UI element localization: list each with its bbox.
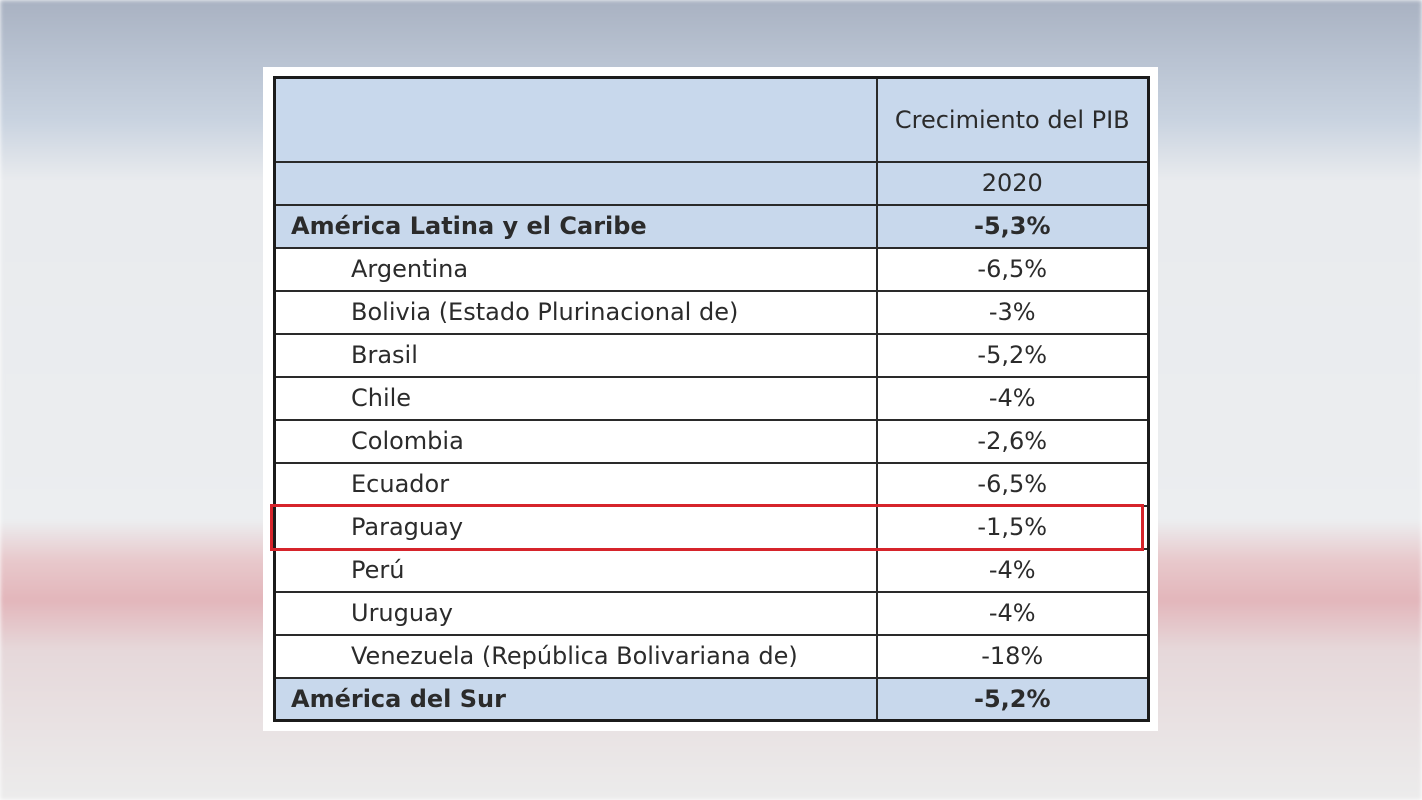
row-value: -6,5%	[875, 246, 1150, 292]
gdp-growth-table: Crecimiento del PIB 2020 América Latina …	[273, 76, 1150, 722]
row-name: Venezuela (República Bolivariana de)	[273, 633, 878, 679]
row-value: -6,5%	[875, 461, 1150, 507]
table-row: Perú -4%	[273, 547, 1150, 593]
row-value: -1,5%	[875, 504, 1150, 550]
table-row: Brasil -5,2%	[273, 332, 1150, 378]
row-name: Brasil	[273, 332, 878, 378]
row-name: Ecuador	[273, 461, 878, 507]
header-empty-cell	[273, 160, 878, 206]
header-metric-label: Crecimiento del PIB	[875, 76, 1150, 163]
row-name: América del Sur	[273, 676, 878, 722]
table-card: Crecimiento del PIB 2020 América Latina …	[263, 67, 1158, 731]
table-row: Chile -4%	[273, 375, 1150, 421]
table-row-highlighted: Paraguay -1,5%	[273, 504, 1150, 550]
table-row: Colombia -2,6%	[273, 418, 1150, 464]
table-row: Ecuador -6,5%	[273, 461, 1150, 507]
table-row: Venezuela (República Bolivariana de) -18…	[273, 633, 1150, 679]
row-name: Colombia	[273, 418, 878, 464]
row-value: -18%	[875, 633, 1150, 679]
row-name: América Latina y el Caribe	[273, 203, 878, 249]
table-row: América del Sur -5,2%	[273, 676, 1150, 722]
row-value: -4%	[875, 375, 1150, 421]
table-row: Argentina -6,5%	[273, 246, 1150, 292]
header-empty-cell	[273, 76, 878, 163]
row-name: Paraguay	[273, 504, 878, 550]
header-year-label: 2020	[875, 160, 1150, 206]
header-row-metric: Crecimiento del PIB	[273, 76, 1150, 163]
row-value: -4%	[875, 547, 1150, 593]
row-value: -5,3%	[875, 203, 1150, 249]
row-name: Bolivia (Estado Plurinacional de)	[273, 289, 878, 335]
header-row-year: 2020	[273, 160, 1150, 206]
table-row: Uruguay -4%	[273, 590, 1150, 636]
row-name: Perú	[273, 547, 878, 593]
table-row: América Latina y el Caribe -5,3%	[273, 203, 1150, 249]
row-name: Uruguay	[273, 590, 878, 636]
row-value: -5,2%	[875, 676, 1150, 722]
row-value: -3%	[875, 289, 1150, 335]
row-name: Chile	[273, 375, 878, 421]
row-value: -2,6%	[875, 418, 1150, 464]
row-value: -4%	[875, 590, 1150, 636]
row-name: Argentina	[273, 246, 878, 292]
table-row: Bolivia (Estado Plurinacional de) -3%	[273, 289, 1150, 335]
row-value: -5,2%	[875, 332, 1150, 378]
